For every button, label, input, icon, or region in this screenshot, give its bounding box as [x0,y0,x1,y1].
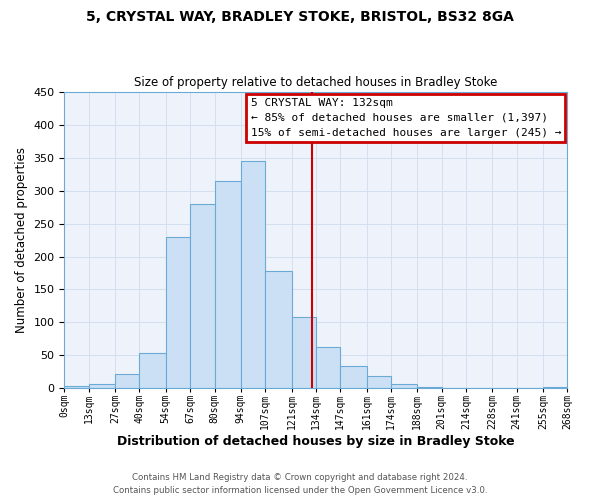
Title: Size of property relative to detached houses in Bradley Stoke: Size of property relative to detached ho… [134,76,497,90]
Y-axis label: Number of detached properties: Number of detached properties [15,147,28,333]
Bar [340,366,367,388]
Bar [115,374,139,388]
Bar [316,346,340,388]
Bar [139,352,166,388]
Bar [241,161,265,388]
Bar [265,271,292,388]
Text: 5, CRYSTAL WAY, BRADLEY STOKE, BRISTOL, BS32 8GA: 5, CRYSTAL WAY, BRADLEY STOKE, BRISTOL, … [86,10,514,24]
Bar [89,384,115,388]
Text: Contains HM Land Registry data © Crown copyright and database right 2024.
Contai: Contains HM Land Registry data © Crown c… [113,474,487,495]
Bar [166,237,190,388]
Bar [367,376,391,388]
Bar [190,204,215,388]
Text: 5 CRYSTAL WAY: 132sqm
← 85% of detached houses are smaller (1,397)
15% of semi-d: 5 CRYSTAL WAY: 132sqm ← 85% of detached … [251,98,561,138]
Bar [391,384,417,388]
Bar [417,387,442,388]
Bar [215,181,241,388]
X-axis label: Distribution of detached houses by size in Bradley Stoke: Distribution of detached houses by size … [117,434,515,448]
Bar [292,317,316,388]
Bar [64,386,89,388]
